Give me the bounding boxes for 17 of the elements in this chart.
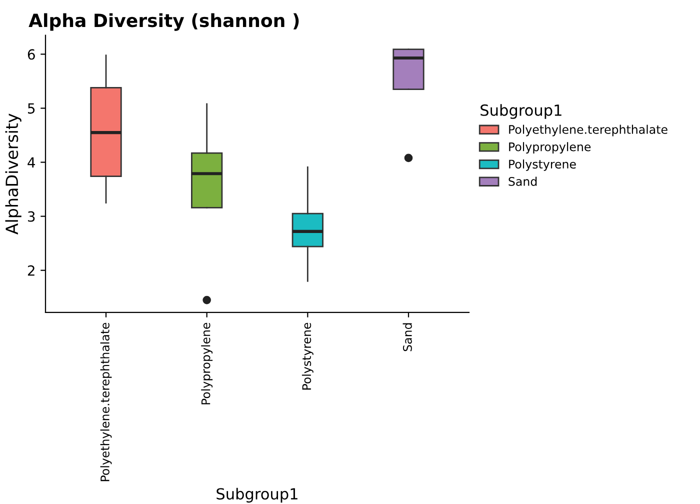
- y-tick-label: 4: [28, 157, 35, 168]
- legend-label: Polyethylene.terephthalate: [509, 124, 668, 136]
- legend-title: Subgroup1: [480, 104, 562, 119]
- legend-label: Polystyrene: [509, 159, 576, 171]
- legend-label: Sand: [508, 176, 537, 186]
- x-tick-label: Sand: [402, 323, 412, 352]
- y-axis-title: AlphaDiversity: [5, 114, 22, 235]
- x-tick-label: Polyethylene.terephthalate: [100, 322, 112, 482]
- y-tick-label: 3: [28, 211, 35, 222]
- y-tick-label: 5: [28, 103, 35, 114]
- x-tick-label: Polystyrene: [302, 322, 314, 390]
- y-tick-label: 6: [28, 49, 35, 60]
- x-tick-label: Polypropylene: [201, 322, 213, 404]
- chart-title: Alpha Diversity (shannon ): [28, 13, 299, 31]
- y-tick-label: 2: [28, 265, 34, 276]
- legend-label: Polypropylene: [509, 142, 591, 154]
- x-axis-title: Subgroup1: [216, 488, 298, 503]
